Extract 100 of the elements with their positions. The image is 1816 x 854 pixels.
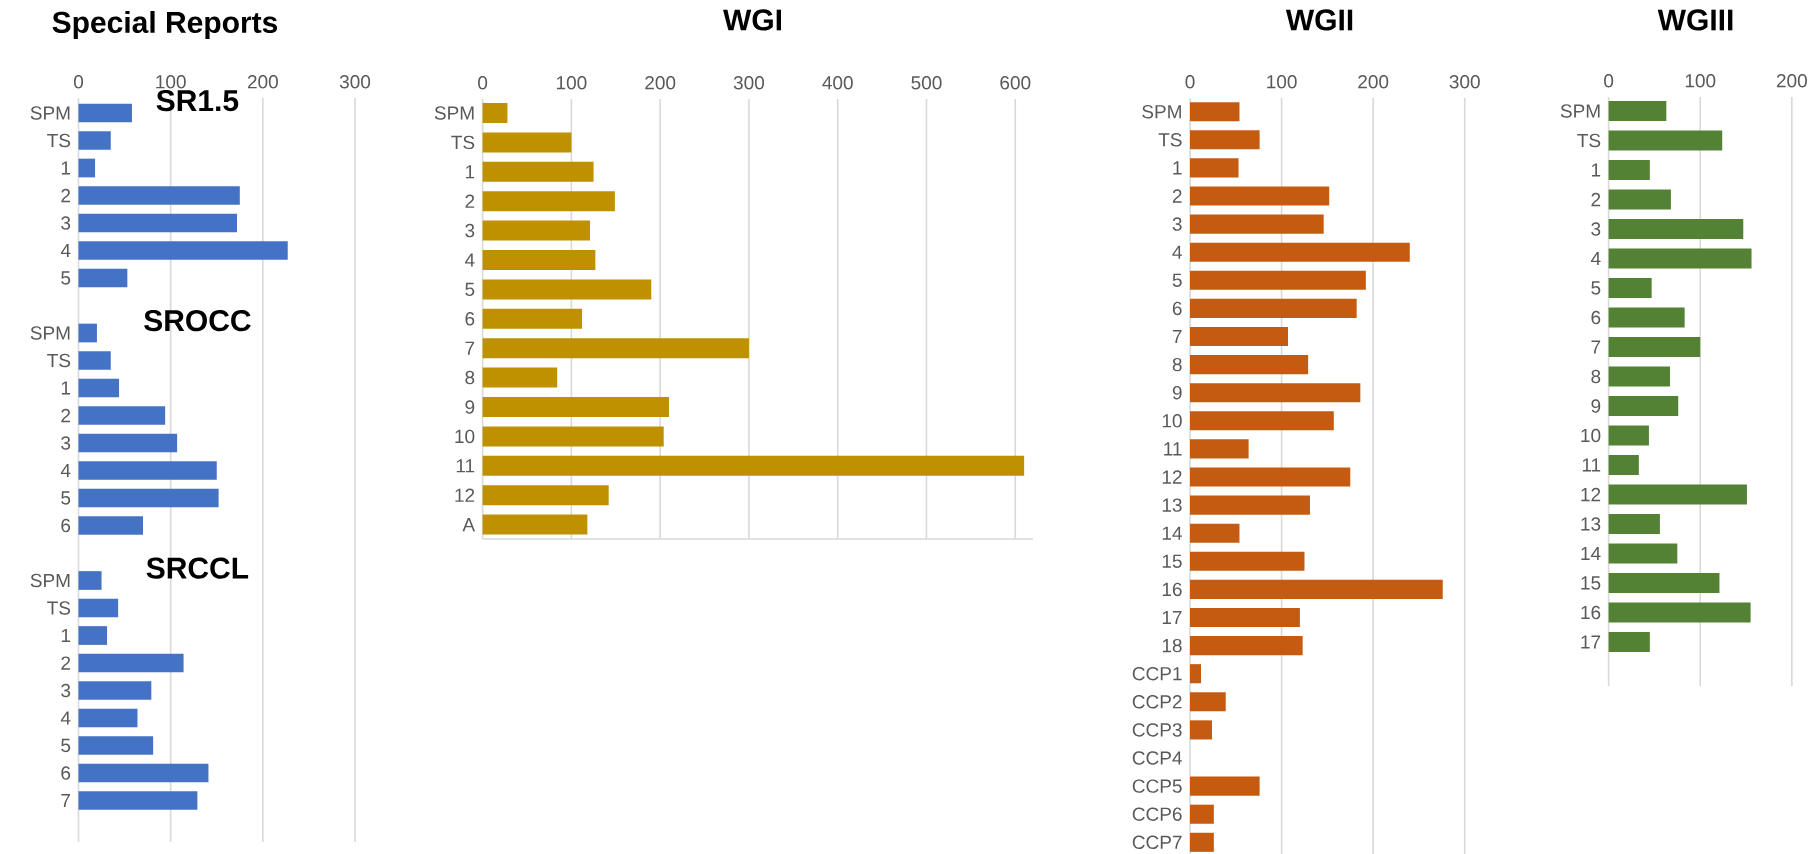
bar <box>78 186 240 205</box>
y-tick-label: 11 <box>1164 442 1182 456</box>
y-tick-label: 8 <box>1591 369 1601 384</box>
bar <box>78 736 154 755</box>
x-tick-label: 500 <box>911 76 942 90</box>
y-tick-label: 10 <box>1581 428 1601 443</box>
x-tick-label: 300 <box>1449 75 1480 89</box>
y-tick-label: 4 <box>1590 251 1601 266</box>
y-tick-label: TS <box>1577 133 1601 148</box>
y-tick-label: SPM <box>1142 104 1181 119</box>
annotation: SRCCL <box>146 557 249 579</box>
y-tick-label: CCP5 <box>1132 779 1182 793</box>
y-tick-label: SPM <box>30 573 70 588</box>
y-tick-label: 8 <box>1172 357 1182 372</box>
y-tick-label: 5 <box>1591 281 1601 295</box>
y-tick-label: TS <box>47 133 71 148</box>
bar <box>78 571 102 590</box>
bar <box>1190 720 1212 740</box>
y-tick-label: 12 <box>455 488 475 502</box>
y-tick-label: 15 <box>1162 554 1182 568</box>
bar <box>482 279 652 300</box>
x-tick-label: 200 <box>1358 75 1389 89</box>
y-tick-label: 1 <box>465 165 475 179</box>
bar <box>78 268 128 288</box>
y-tick-label: 1 <box>61 381 71 395</box>
y-tick-label: 12 <box>1162 470 1182 484</box>
annotation: SR1.5 <box>156 90 239 112</box>
y-tick-label: 3 <box>61 683 71 698</box>
y-tick-label: 5 <box>1172 273 1182 287</box>
bar <box>1608 307 1685 328</box>
y-tick-label: TS <box>451 135 475 150</box>
bar <box>482 514 588 535</box>
y-tick-label: 6 <box>61 518 71 533</box>
y-tick-label: 2 <box>1591 192 1601 207</box>
y-tick-label: 2 <box>61 656 71 670</box>
bar <box>1190 186 1330 206</box>
bar <box>1608 100 1667 122</box>
bar <box>1608 395 1679 417</box>
bar <box>78 213 238 233</box>
bar <box>1608 248 1752 269</box>
bar <box>1190 551 1305 571</box>
bar <box>482 308 583 329</box>
y-tick-label: 16 <box>1581 605 1601 620</box>
y-tick-label: SPM <box>1560 104 1600 118</box>
bar <box>1190 439 1249 459</box>
bar <box>482 161 594 182</box>
y-tick-label: 4 <box>60 711 71 725</box>
y-tick-label: 10 <box>1162 414 1182 428</box>
y-tick-label: 9 <box>1172 385 1182 400</box>
bar <box>1608 218 1744 240</box>
bar <box>482 191 615 212</box>
y-tick-label: 3 <box>61 216 71 230</box>
y-tick-label: SPM <box>30 106 70 120</box>
bar <box>1608 484 1747 505</box>
bar <box>1190 130 1260 150</box>
y-tick-label: 6 <box>465 312 475 326</box>
bar <box>1608 543 1678 564</box>
y-tick-label: CCP4 <box>1132 751 1182 765</box>
bar <box>482 367 558 388</box>
bar <box>78 406 166 425</box>
bar <box>482 250 596 270</box>
bar <box>1190 495 1310 515</box>
chart-title: Special Reports <box>52 11 278 39</box>
bar <box>482 220 591 241</box>
bar <box>1190 607 1300 628</box>
bar <box>1190 664 1201 684</box>
bar <box>78 708 138 728</box>
y-tick-label: 14 <box>1581 546 1601 561</box>
y-tick-label: 5 <box>61 271 71 285</box>
bar <box>1190 355 1309 375</box>
bar <box>1190 383 1361 403</box>
bar <box>78 763 209 783</box>
bar <box>78 131 111 150</box>
bar <box>482 132 572 153</box>
chart-title: WGIII <box>1657 9 1733 31</box>
y-tick-label: 17 <box>1581 635 1601 649</box>
bar <box>1608 336 1701 358</box>
y-tick-label: 11 <box>456 459 475 473</box>
y-tick-label: 7 <box>1591 340 1601 354</box>
y-tick-label: 1 <box>1591 163 1601 177</box>
bar <box>1190 776 1260 796</box>
y-tick-label: TS <box>47 353 71 368</box>
bar <box>78 516 144 535</box>
y-tick-label: 5 <box>465 282 475 297</box>
y-tick-label: 5 <box>61 491 71 505</box>
bar <box>1608 602 1751 623</box>
x-tick-label: 200 <box>645 76 676 90</box>
bar <box>1190 523 1240 543</box>
y-tick-label: 7 <box>1172 329 1182 344</box>
y-tick-label: 8 <box>465 370 475 385</box>
y-tick-label: 1 <box>61 628 71 643</box>
y-tick-label: 2 <box>61 408 71 423</box>
y-tick-label: 2 <box>465 194 475 208</box>
y-tick-label: 6 <box>1172 301 1182 316</box>
bar <box>482 455 1025 476</box>
bar <box>1190 579 1443 599</box>
y-tick-label: 6 <box>61 766 71 780</box>
bar <box>1190 692 1226 712</box>
y-tick-label: 17 <box>1162 610 1182 625</box>
annotation: SROCC <box>144 310 251 332</box>
